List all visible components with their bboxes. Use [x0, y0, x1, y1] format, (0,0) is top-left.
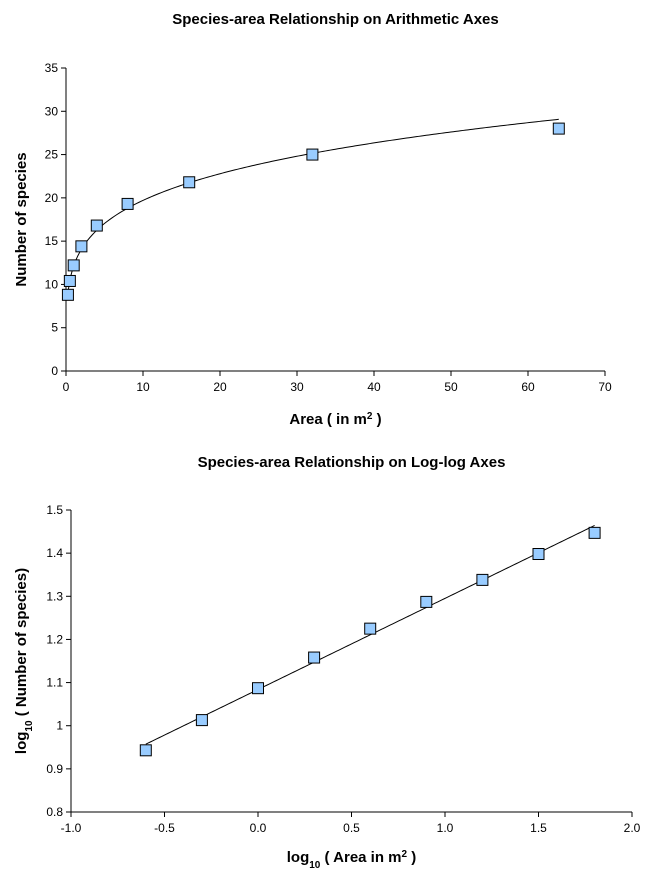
y-tick-label: 25	[45, 148, 59, 162]
data-point	[121, 197, 134, 210]
y-tick-label: 35	[45, 61, 59, 75]
trendline	[145, 525, 595, 745]
y-tick-label: 1	[56, 719, 63, 733]
x-tick-label: 30	[290, 380, 304, 394]
label-part: 2	[367, 411, 373, 422]
x-tick-label: 10	[136, 380, 150, 394]
y-tick-label: 15	[45, 234, 59, 248]
x-tick-label: 1.0	[437, 821, 454, 835]
label-part: )	[407, 849, 416, 866]
label-part: Area ( in m	[289, 411, 367, 428]
label-part: 2	[402, 849, 408, 860]
label-part: log	[287, 849, 310, 866]
axis-label: log10 ( Number of species)	[13, 568, 35, 754]
label-part: Number of species	[13, 152, 30, 286]
data-point	[183, 176, 196, 189]
chart-title: Species-area Relationship on Arithmetic …	[172, 11, 499, 28]
axis-label: log10 ( Area in m2 )	[287, 849, 417, 871]
chart-title: Species-area Relationship on Log-log Axe…	[198, 454, 506, 471]
data-point	[63, 274, 76, 287]
y-tick-label: 1.4	[46, 546, 63, 560]
y-tick-label: 0.8	[46, 805, 63, 819]
x-tick-label: 70	[598, 380, 612, 394]
x-tick-label: -0.5	[154, 821, 175, 835]
y-tick-label: 30	[45, 104, 59, 118]
label-part: log	[13, 732, 30, 755]
label-part: ( Number of species)	[13, 568, 30, 721]
data-point	[139, 744, 152, 757]
data-point	[61, 288, 74, 301]
data-point	[308, 651, 321, 664]
x-tick-label: 2.0	[624, 821, 641, 835]
x-tick-label: 40	[367, 380, 381, 394]
trendline	[67, 118, 559, 293]
data-point	[420, 595, 433, 608]
label-part: 10	[24, 720, 35, 732]
data-point	[588, 526, 601, 539]
y-tick-label: 0.9	[46, 762, 63, 776]
data-point	[552, 122, 565, 135]
y-tick-label: 20	[45, 191, 59, 205]
axis-label: Area ( in m2 )	[289, 411, 381, 429]
x-tick-label: -1.0	[61, 821, 82, 835]
x-tick-label: 0.0	[250, 821, 267, 835]
axis-label: Number of species	[13, 152, 30, 286]
y-tick-label: 1.1	[46, 676, 63, 690]
y-tick-label: 1.5	[46, 503, 63, 517]
x-tick-label: 20	[213, 380, 227, 394]
chart-panel: Species-area Relationship on Log-log Axe…	[13, 454, 641, 871]
y-tick-label: 1.3	[46, 589, 63, 603]
label-part: ( Area in m	[320, 849, 401, 866]
data-point	[306, 148, 319, 161]
y-tick-label: 1.2	[46, 632, 63, 646]
data-point	[252, 682, 264, 695]
data-point	[67, 259, 80, 272]
x-tick-label: 50	[444, 380, 458, 394]
label-part: 10	[309, 860, 321, 871]
x-tick-label: 1.5	[530, 821, 547, 835]
data-point	[90, 219, 103, 232]
x-tick-label: 60	[521, 380, 535, 394]
data-point	[532, 548, 545, 561]
y-tick-label: 10	[45, 277, 59, 291]
x-tick-label: 0	[63, 380, 70, 394]
y-tick-label: 0	[51, 364, 58, 378]
data-point	[364, 622, 377, 635]
data-point	[195, 714, 208, 727]
label-part: )	[372, 411, 381, 428]
chart-panel: Species-area Relationship on Arithmetic …	[13, 11, 612, 428]
data-point	[75, 240, 88, 253]
data-point	[476, 573, 489, 586]
x-tick-label: 0.5	[343, 821, 360, 835]
y-tick-label: 5	[51, 321, 58, 335]
